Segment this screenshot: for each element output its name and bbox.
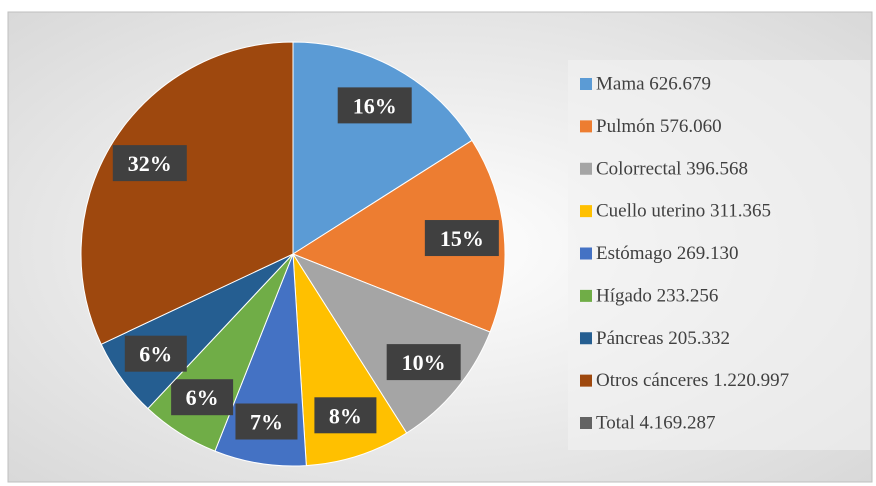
legend-label: Pulmón 576.060 [596,116,722,137]
data-label-value: 8 [329,403,340,428]
percent-sign: % [424,350,446,375]
data-label-box [171,379,234,416]
pie-slice [291,139,506,333]
legend-label: Otros cánceres 1.220.997 [596,370,789,391]
pie-slice [80,41,294,345]
data-label: 15% [440,226,484,251]
data-label: 7% [250,409,283,434]
data-label: 6% [139,341,172,366]
data-label: 32% [128,151,172,176]
data-label-value: 16 [353,93,375,118]
percent-sign: % [375,93,397,118]
data-label-value: 15 [440,226,462,251]
data-label-box [124,335,187,372]
legend-swatch [580,120,592,133]
pie-slice [291,252,491,434]
legend-label: Estómago 269.130 [596,243,739,264]
legend-label: Total 4.169.287 [596,413,716,434]
legend-label: Colorrectal 396.568 [596,158,748,179]
legend-label: Páncreas 205.332 [596,328,730,349]
legend-label: Mama 626.679 [596,74,711,95]
data-label-value: 7 [250,409,261,434]
legend-swatch [580,162,592,175]
legend-swatch [580,332,592,345]
percent-sign: % [150,341,172,366]
data-label-value: 10 [402,350,424,375]
data-label-value: 6 [186,385,197,410]
data-label-value: 6 [139,341,150,366]
data-label: 8% [329,403,362,428]
data-label-box [337,87,412,124]
legend-swatch [580,417,592,429]
percent-sign: % [261,409,283,434]
data-label-box [424,220,499,257]
legend-swatch [580,374,592,387]
data-label-box [112,145,187,182]
data-label-box [386,344,461,381]
data-label-box [235,403,298,440]
data-label-box [314,397,377,434]
legend-swatch [580,205,592,218]
percent-sign: % [197,385,219,410]
data-label-value: 32 [128,151,150,176]
legend-label: Hígado 233.256 [596,285,718,306]
data-label: 16% [353,93,397,118]
legend-swatch [580,247,592,260]
data-label: 10% [402,350,446,375]
legend-swatch [580,289,592,302]
percent-sign: % [340,403,362,428]
percent-sign: % [150,151,172,176]
legend-box [568,60,870,450]
legend-label: Cuello uterino 311.365 [596,201,771,222]
data-label: 6% [186,385,219,410]
percent-sign: % [462,226,484,251]
legend-swatch [580,78,592,90]
